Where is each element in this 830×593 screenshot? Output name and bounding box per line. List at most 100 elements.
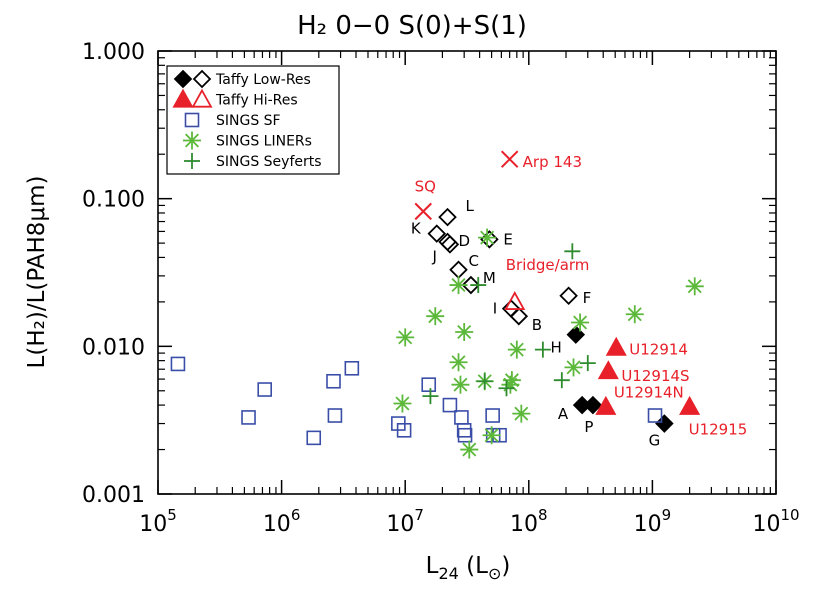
- taffy-hi-res-point: [500, 150, 519, 168]
- point-label: G: [649, 432, 661, 450]
- taffy-hi-res-point: [504, 291, 526, 310]
- sings-liners-point: [512, 404, 531, 423]
- legend-symbol: [191, 88, 213, 108]
- taffy-low-res-point: [449, 260, 468, 280]
- data-marks: LKDJECMFIBHAPGBridge/armU12914U12914SU12…: [170, 150, 748, 459]
- taffy-low-res-point: [461, 275, 481, 295]
- legend-symbol: [184, 153, 200, 169]
- sings-liners-point: [426, 307, 445, 326]
- taffy-low-res-point: [440, 235, 460, 254]
- x-tick-label: 105: [139, 506, 177, 537]
- legend-label: SINGS LINERs: [216, 134, 312, 150]
- sings-liners-point: [393, 394, 412, 413]
- sings-sf-point: [421, 377, 437, 392]
- point-label: Bridge/arm: [506, 256, 590, 274]
- sings-sf-point: [306, 430, 322, 446]
- point-label: B: [532, 316, 542, 334]
- legend-symbol: [183, 131, 201, 150]
- legend-box: [166, 65, 340, 175]
- x-tick-label: 107: [386, 506, 424, 537]
- point-label: P: [584, 418, 593, 436]
- point-label: U12914: [629, 341, 688, 359]
- sings-sf-point: [457, 427, 473, 443]
- sings-sf-point: [327, 408, 343, 423]
- taffy-low-res-point: [427, 224, 447, 243]
- taffy-low-res-point: [438, 207, 457, 227]
- sings-sf-point: [326, 373, 341, 389]
- point-label: K: [411, 220, 422, 238]
- point-label: D: [459, 232, 471, 250]
- sings-liners-point: [460, 440, 479, 459]
- sings-seyferts-point: [534, 341, 551, 358]
- taffy-low-res-point: [509, 306, 529, 326]
- point-label: I: [493, 300, 497, 318]
- point-label: C: [469, 252, 479, 270]
- taffy-hi-res-point: [605, 336, 627, 356]
- chart-title: H₂ 0−0 S(0)+S(1): [297, 11, 527, 41]
- axes: 105 106 107 108 109 1010 0.001 0.010 0.100 1.000: [82, 40, 800, 537]
- sings-liners-point: [478, 228, 497, 247]
- legend-label: Taffy Hi-Res: [215, 93, 298, 109]
- taffy-low-res-point: [583, 395, 603, 415]
- sings-liners-point: [451, 375, 470, 394]
- y-axis-label: L(H₂)/L(PAH8μm): [24, 176, 50, 369]
- point-label: Arp 143: [523, 153, 582, 171]
- sings-seyferts-point: [498, 380, 515, 397]
- point-label: M: [483, 269, 496, 287]
- sings-seyferts-point: [579, 355, 596, 372]
- plot-frame: [157, 50, 777, 495]
- sings-sf-point: [344, 360, 360, 376]
- sings-sf-point: [442, 397, 458, 413]
- sings-liners-point: [571, 313, 590, 332]
- sings-liners-point: [502, 371, 521, 390]
- sings-liners-point: [449, 276, 468, 295]
- sings-seyferts-point: [553, 372, 570, 389]
- point-label: E: [503, 230, 512, 248]
- point-label: J: [431, 247, 436, 265]
- sings-sf-point: [454, 410, 469, 425]
- sings-liners-point: [396, 328, 415, 347]
- sings-sf-point: [456, 423, 472, 438]
- sings-sf-point: [396, 423, 412, 438]
- y-tick-label: 1.000: [82, 40, 145, 65]
- sings-liners-point: [625, 305, 644, 324]
- legend-symbol: [173, 69, 193, 89]
- legend-label: SINGS Seyferts: [216, 154, 322, 170]
- taffy-hi-res-point: [597, 360, 619, 380]
- legend-label: Taffy Low-Res: [215, 72, 311, 88]
- point-label: A: [558, 405, 569, 423]
- y-tick-label: 0.010: [82, 335, 145, 360]
- y-tick-label: 0.100: [82, 188, 145, 213]
- legend: Taffy Low-Res Taffy Hi-Res SINGS SF SINGS L…: [166, 65, 340, 175]
- legend-symbol: [184, 112, 200, 128]
- taffy-low-res-point: [559, 286, 578, 306]
- sings-liners-point: [449, 353, 468, 372]
- sings-seyferts-point: [564, 243, 581, 260]
- sings-sf-point: [647, 408, 663, 423]
- x-axis-label: L24 (L⊙): [426, 553, 511, 583]
- legend-symbol: [192, 69, 212, 89]
- sings-liners-point: [564, 358, 583, 377]
- sings-sf-point: [485, 408, 500, 423]
- point-label: SQ: [415, 177, 436, 195]
- legend-label: SINGS SF: [216, 113, 281, 129]
- point-label: U12915: [689, 421, 748, 439]
- sings-seyferts-point: [422, 388, 439, 405]
- sings-seyferts-point: [476, 373, 493, 390]
- taffy-hi-res-point: [414, 202, 432, 221]
- point-label: U12914S: [621, 367, 689, 385]
- point-label: U12914N: [614, 384, 684, 402]
- sings-sf-point: [257, 382, 273, 397]
- sings-liners-point: [685, 277, 704, 296]
- x-tick-label: 106: [263, 506, 301, 537]
- y-tick-label: 0.001: [82, 483, 145, 508]
- taffy-low-res-point: [655, 414, 674, 433]
- point-label: H: [551, 339, 562, 357]
- sings-liners-point: [507, 340, 526, 359]
- sings-sf-point: [170, 356, 186, 372]
- x-tick-label: 1010: [752, 506, 799, 537]
- taffy-hi-res-point: [679, 395, 701, 415]
- taffy-low-res-point: [566, 325, 586, 344]
- taffy-hi-res-point: [595, 395, 617, 415]
